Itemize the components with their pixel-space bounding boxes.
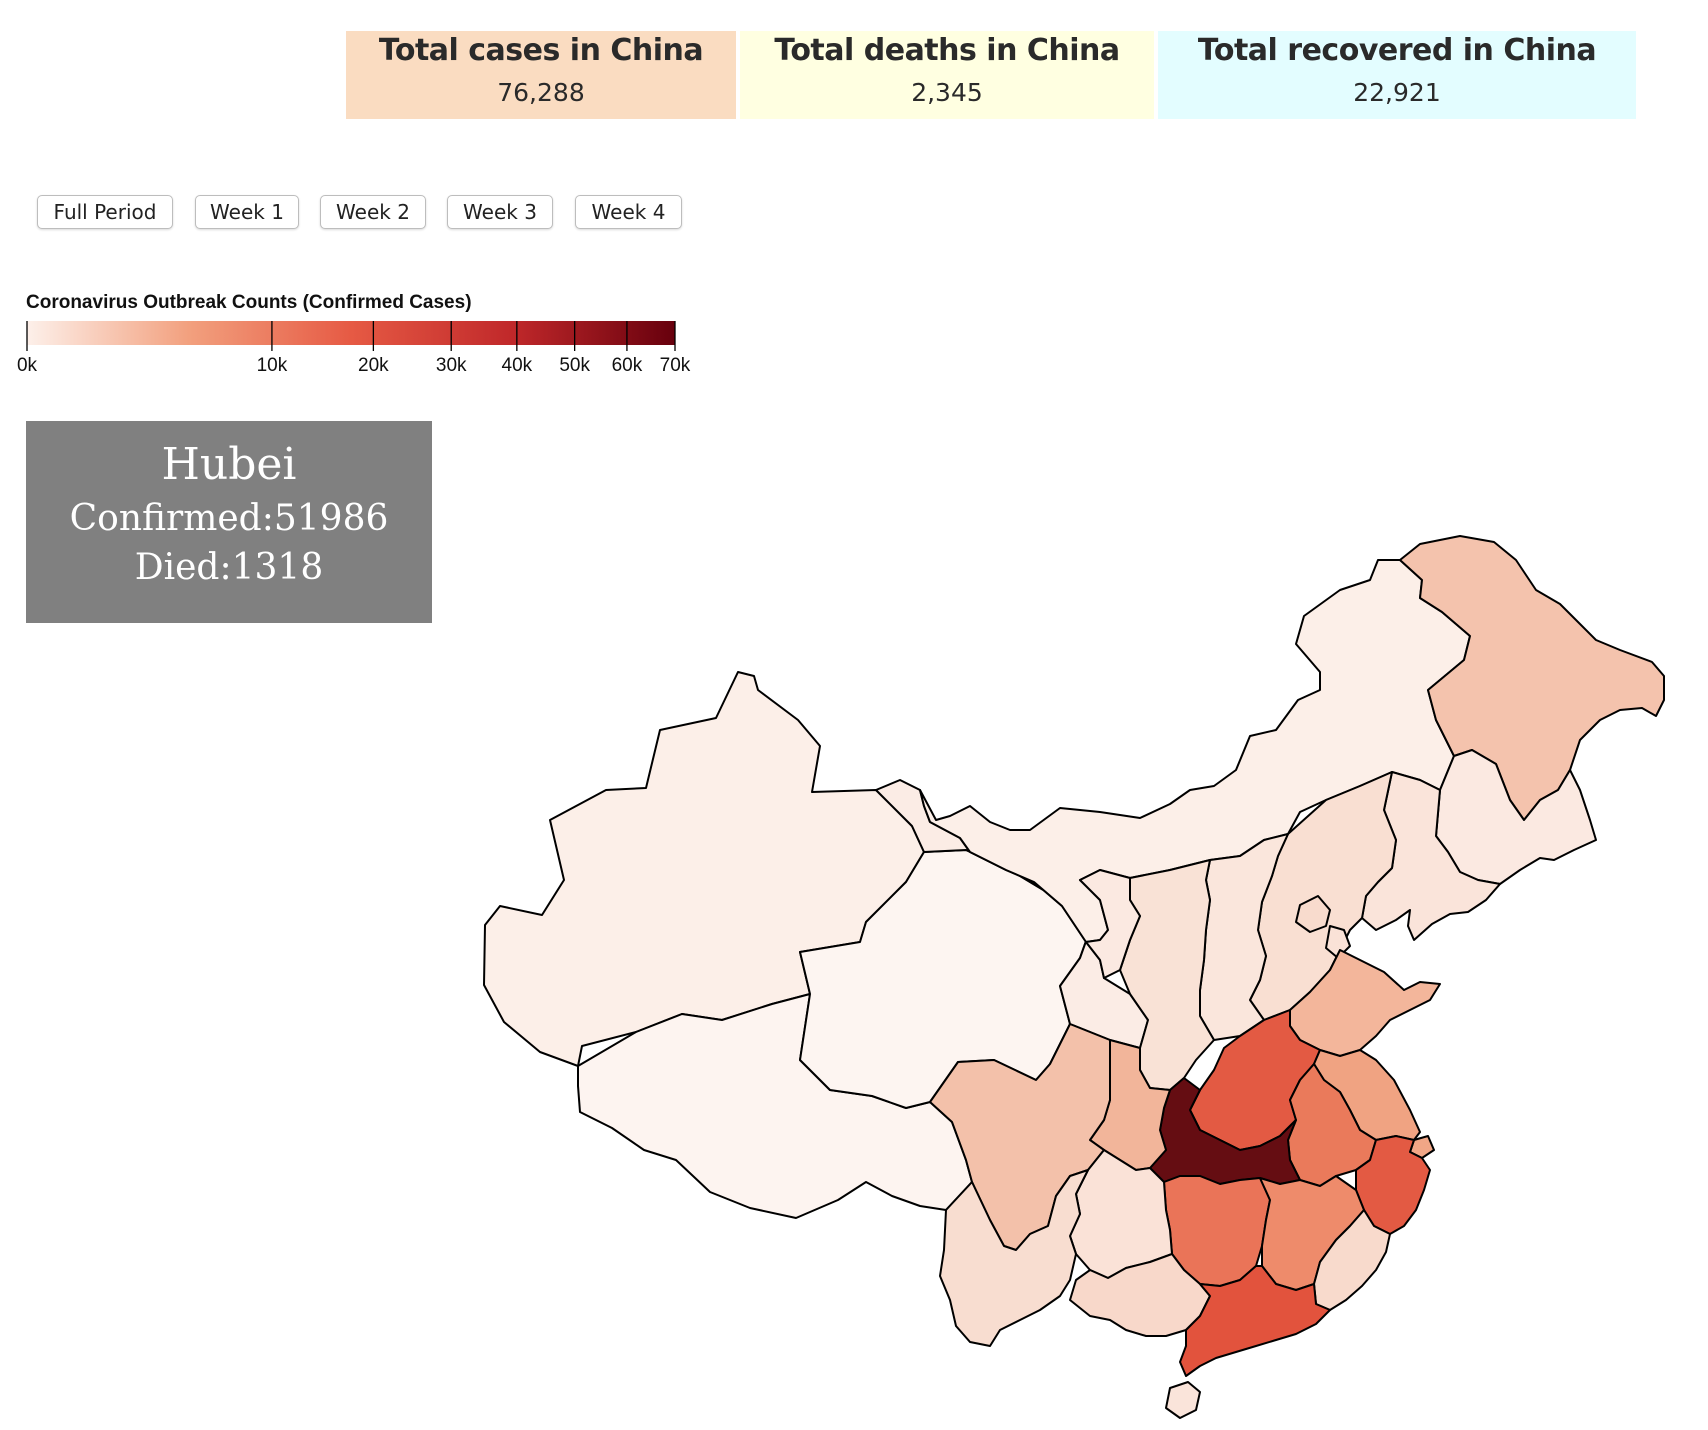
color-legend: 0k 10k 20k 30k 40k 50k 60k 70k <box>17 321 691 376</box>
provinces-layer <box>483 535 1665 1419</box>
province-beijing[interactable] <box>1295 895 1331 933</box>
province-tooltip: Hubei Confirmed:51986 Died:1318 <box>26 421 432 623</box>
stat-title: Total deaths in China <box>774 33 1120 68</box>
province-hainan[interactable] <box>1165 1381 1201 1419</box>
stat-value: 2,345 <box>911 78 983 107</box>
stat-title: Total cases in China <box>378 33 704 68</box>
week-1-button[interactable]: Week 1 <box>195 195 299 229</box>
legend-tick-label: 30k <box>436 355 467 376</box>
tooltip-confirmed: Confirmed:51986 <box>69 498 389 539</box>
stat-value: 22,921 <box>1353 78 1441 107</box>
full-period-button[interactable]: Full Period <box>37 195 173 229</box>
tooltip-died: Died:1318 <box>134 547 324 588</box>
province-ningxia[interactable] <box>1079 869 1141 979</box>
province-heilongjiang[interactable] <box>1399 535 1665 821</box>
week-3-button[interactable]: Week 3 <box>447 195 553 229</box>
province-guangdong[interactable] <box>1179 1265 1331 1377</box>
stat-cases: Total cases in China 76,288 <box>346 31 736 119</box>
week-2-button[interactable]: Week 2 <box>320 195 426 229</box>
tooltip-province-name: Hubei <box>161 439 297 490</box>
legend-tick-label: 40k <box>502 355 533 376</box>
legend-title: Coronavirus Outbreak Counts (Confirmed C… <box>26 292 472 313</box>
province-zhejiang[interactable] <box>1355 1135 1431 1235</box>
legend-tick-label: 60k <box>612 355 643 376</box>
stat-recovered: Total recovered in China 22,921 <box>1158 31 1636 119</box>
stat-value: 76,288 <box>497 78 585 107</box>
legend-tick-label: 50k <box>559 355 590 376</box>
legend-color-bar <box>27 321 675 345</box>
stat-title: Total recovered in China <box>1197 33 1597 68</box>
legend-tick-label: 20k <box>358 355 389 376</box>
province-yunnan[interactable] <box>939 1169 1089 1347</box>
stat-deaths: Total deaths in China 2,345 <box>740 31 1154 119</box>
legend-tick-label: 70k <box>660 355 691 376</box>
legend-tick-label: 10k <box>257 355 288 376</box>
legend-tick-label: 0k <box>17 355 38 376</box>
week-4-button[interactable]: Week 4 <box>575 195 682 229</box>
